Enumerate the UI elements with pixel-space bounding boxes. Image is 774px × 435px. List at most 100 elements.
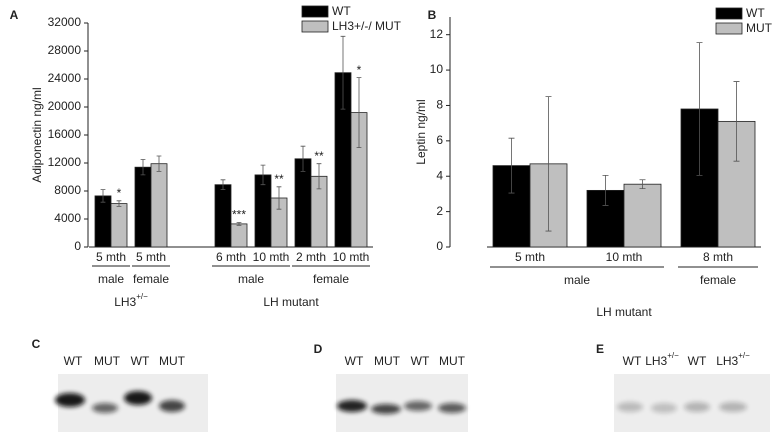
y-tick-label: 10 [430,62,444,76]
legend-swatch [715,7,743,20]
y-tick-label: 0 [74,239,81,253]
error-bar [316,163,322,190]
error-bar [260,164,266,186]
y-tick-label: 8000 [54,183,81,197]
lane-label: WT [411,354,430,368]
bar [623,183,662,248]
y-tick-label: 28000 [48,43,82,57]
bar [110,203,128,248]
category-label: 2 mth [296,250,326,264]
lane-label: WT [623,354,642,368]
panel-label: B [428,8,437,22]
subgroup-label: male [238,272,264,286]
error-bar [696,42,703,176]
category-label: 5 mth [96,250,126,264]
error-bar [508,137,515,194]
blot-band [371,404,401,414]
category-label: 10 mth [253,250,290,264]
error-bar [236,222,242,226]
group-label: LH3+/− [114,292,148,309]
y-tick-label: 6 [436,133,443,147]
lane-label: LH3+/− [716,351,750,368]
lane-label-base: LH3 [716,354,738,368]
y-axis-title: Leptin ng/ml [414,99,428,164]
error-bar [156,155,162,172]
category-label: 10 mth [333,250,370,264]
subgroup-label: male [98,272,124,286]
group-label-base: LH3 [114,295,136,309]
error-bar [300,145,306,172]
bar [214,184,232,248]
y-tick-label: 0 [436,239,443,253]
error-bar [276,186,282,210]
bar [134,166,152,248]
legend-swatch [301,20,329,33]
lane-label: WT [64,354,83,368]
y-tick-label: 24000 [48,71,82,85]
error-bar [116,200,122,207]
error-bar [140,159,146,176]
y-tick-label: 20000 [48,99,82,113]
legend-label: WT [746,6,765,20]
lane-label: WT [131,354,150,368]
lane-label: MUT [374,354,401,368]
error-bar [340,35,346,110]
lane-label: MUT [94,354,121,368]
y-axis-title: Adiponectin ng/ml [30,87,44,182]
group-label-sup: +/− [136,292,148,301]
legend-swatch [301,5,329,18]
lane-label: MUT [159,354,186,368]
error-bar [356,77,362,148]
bar [294,158,312,248]
significance-label: ** [274,172,284,186]
blot-band [617,402,643,412]
category-label: 5 mth [136,250,166,264]
panel-label: E [596,342,604,356]
blot-band [337,400,367,412]
significance-label: *** [232,208,246,222]
bar [230,223,248,248]
panel-label: C [32,337,41,351]
subgroup-label: female [700,273,736,287]
legend-swatch [715,22,743,35]
lane-label-sup: +/− [667,351,679,360]
error-bar [639,179,646,190]
blot-band [684,402,710,412]
significance-label: ** [314,149,324,163]
blot-band [124,391,152,405]
error-bar [733,81,740,162]
group-label: LH mutant [596,305,652,319]
blot-band [55,393,85,407]
error-bar [545,96,552,232]
category-label: 10 mth [606,250,643,264]
blot-band [438,403,466,413]
lane-label-sup: +/− [738,351,750,360]
lane-label: WT [688,354,707,368]
lane-label: LH3+/− [645,351,679,368]
y-tick-label: 16000 [48,127,82,141]
category-label: 6 mth [216,250,246,264]
legend-label: MUT [746,21,773,35]
blot-band [92,403,118,413]
y-tick-label: 4 [436,168,443,182]
y-tick-label: 12 [430,27,444,41]
blot-band [159,400,185,412]
legend-label: LH3+/-/ MUT [332,19,402,33]
legend-label: WT [332,4,351,18]
error-bar [100,189,106,203]
significance-label: * [117,186,122,200]
y-tick-label: 4000 [54,211,81,225]
error-bar [220,179,226,190]
bar [150,163,168,248]
y-tick-label: 12000 [48,155,82,169]
blot-band [719,402,747,412]
blot-band [651,403,677,413]
bar [94,195,112,248]
group-label: LH mutant [263,295,319,309]
y-tick-label: 2 [436,204,443,218]
bar [254,174,272,248]
blot-band [404,401,432,411]
significance-label: * [357,63,362,77]
lane-label: WT [345,354,364,368]
